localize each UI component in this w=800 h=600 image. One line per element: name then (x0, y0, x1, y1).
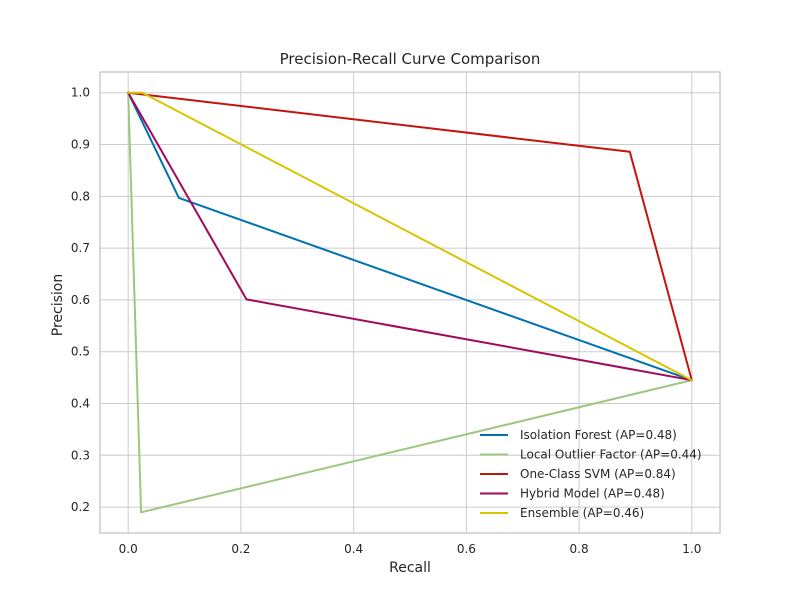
x-axis-title: Recall (389, 560, 431, 576)
legend-label: Local Outlier Factor (AP=0.44) (520, 448, 702, 462)
x-tick-label: 1.0 (682, 542, 701, 556)
x-tick-label: 0.6 (457, 542, 476, 556)
legend-label: One-Class SVM (AP=0.84) (520, 467, 676, 481)
y-tick-label: 0.4 (71, 397, 90, 411)
legend-label: Hybrid Model (AP=0.48) (520, 487, 665, 501)
y-tick-label: 0.6 (71, 293, 90, 307)
plot-frame (99, 71, 721, 534)
x-tick-label: 0.8 (570, 542, 589, 556)
legend: Isolation Forest (AP=0.48) Local Outlier … (480, 428, 702, 520)
series-line-0 (127, 91, 693, 382)
x-tick-label: 0.0 (119, 542, 138, 556)
y-tick-label: 0.9 (71, 138, 90, 152)
y-tick-label: 0.7 (71, 241, 90, 255)
y-axis-title: Precision (50, 274, 66, 336)
y-tick-label: 0.8 (71, 189, 90, 203)
series-line-4 (127, 91, 693, 382)
y-tick-label: 0.5 (71, 345, 90, 359)
series-line-2 (127, 91, 693, 382)
legend-label: Ensemble (AP=0.46) (520, 506, 644, 520)
tick-labels: 0.0 0.2 0.4 0.6 0.8 1.0 0.2 0.3 0.4 0.5 0.6 0.7 0.8 0… (71, 86, 701, 556)
x-tick-label: 0.4 (344, 542, 363, 556)
series-line-1 (127, 91, 693, 514)
x-tick-label: 0.2 (231, 542, 250, 556)
legend-label: Isolation Forest (AP=0.48) (520, 428, 677, 442)
series-line-3 (127, 91, 693, 382)
y-tick-label: 1.0 (71, 86, 90, 100)
y-tick-label: 0.2 (71, 500, 90, 514)
chart-title: Precision-Recall Curve Comparison (280, 50, 541, 68)
series-lines (127, 91, 693, 514)
y-tick-label: 0.3 (71, 448, 90, 462)
grid-lines (100, 72, 720, 533)
